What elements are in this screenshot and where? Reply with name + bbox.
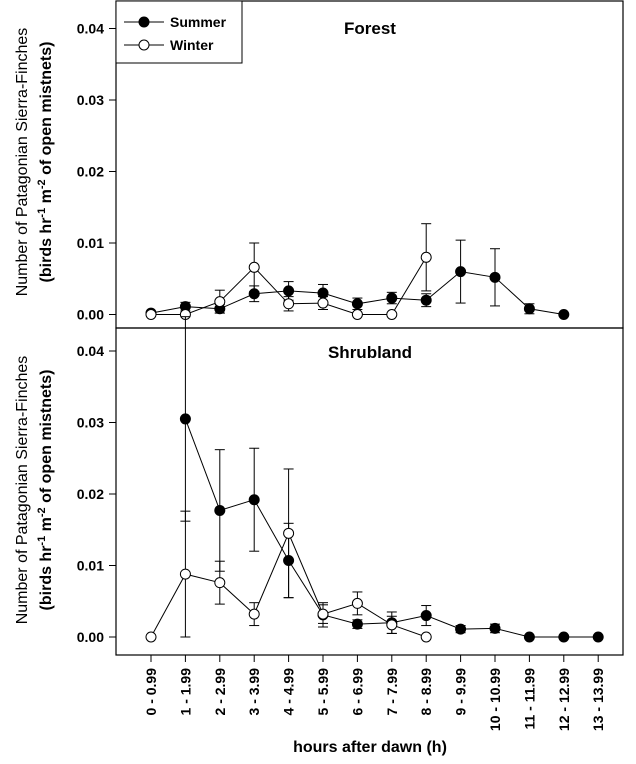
forest-ylabel-sup1: -1 [36, 208, 48, 218]
shrubland-y-tick-label-0: 0.00 [77, 629, 104, 645]
shrubland-y-tick-label-4: 0.04 [77, 343, 104, 359]
shrubland-y-axis-label-line2: (birds hr-1 m-2 of open mistnets) [36, 370, 55, 611]
shrubland-winter-point-7 [386, 619, 398, 631]
shrubland-winter-point-8 [420, 631, 432, 643]
legend-summer-label: Summer [170, 14, 227, 30]
x-tick-label-9: 9 - 9.99 [453, 668, 469, 716]
shrubland-winter-point-1 [179, 568, 191, 580]
legend: Summer Winter [115, 0, 243, 64]
forest-y-tick-label-2: 0.02 [77, 164, 104, 180]
legend-box [115, 0, 243, 64]
shrubland-winter-point-4 [283, 527, 295, 539]
shrubland-winter-point-0 [145, 631, 157, 643]
forest-winter-point-5 [317, 297, 329, 309]
shrubland-summer-point-11 [523, 631, 535, 643]
shrubland-y-tick-label-3: 0.03 [77, 415, 104, 431]
x-tick-label-10: 10 - 10.99 [487, 668, 503, 731]
forest-summer-point-4 [283, 285, 295, 297]
shrubland-plot-marks [145, 316, 604, 643]
forest-summer-point-5 [317, 287, 329, 299]
forest-y-axis-label-line1: Number of Patagonian Sierra-Finches [14, 28, 31, 297]
x-tick-label-8: 8 - 8.99 [418, 668, 434, 716]
shrubland-summer-point-4 [283, 554, 295, 566]
forest-y-axis-ticks: 0.00 0.01 0.02 0.03 0.04 [77, 21, 116, 323]
shrubland-summer-point-6 [351, 618, 363, 630]
shrubland-ylabel-mid: m [38, 517, 55, 536]
forest-summer-point-7 [386, 292, 398, 304]
x-tick-label-11: 11 - 11.99 [521, 668, 537, 730]
shrubland-y-axis-label-line1: Number of Patagonian Sierra-Finches [14, 356, 31, 625]
forest-summer-point-9 [455, 266, 467, 278]
shrubland-ylabel-post: of open mistnets) [38, 370, 55, 508]
forest-winter-point-3 [248, 261, 260, 273]
x-tick-label-12: 12 - 12.99 [556, 668, 572, 731]
forest-winter-point-6 [351, 309, 363, 320]
x-axis-ticks: 0 - 0.99 1 - 1.99 2 - 2.99 3 - 3.99 4 - 4.99… [143, 655, 606, 731]
x-tick-label-5: 5 - 5.99 [315, 668, 331, 716]
forest-summer-point-11 [523, 303, 535, 315]
shrubland-summer-point-1 [179, 413, 191, 425]
forest-y-axis-label-line2: (birds hr-1 m-2 of open mistnets) [36, 42, 55, 283]
shrubland-summer-point-13 [592, 631, 604, 643]
shrubland-panel-title: Shrubland [328, 343, 412, 362]
x-tick-label-7: 7 - 7.99 [384, 668, 400, 716]
forest-summer-point-10 [489, 271, 501, 283]
shrubland-summer-point-2 [214, 504, 226, 516]
forest-y-tick-label-1: 0.01 [77, 235, 104, 251]
shrubland-summer-point-9 [455, 623, 467, 635]
shrubland-winter-point-6 [351, 597, 363, 609]
forest-plot-marks [145, 223, 570, 320]
shrubland-ylabel-sup2: -2 [36, 507, 48, 517]
forest-summer-point-6 [351, 298, 363, 310]
shrubland-panel: 0.00 0.01 0.02 0.03 0.04 Shrubland Number of… [14, 316, 624, 656]
legend-winter-label: Winter [170, 37, 214, 53]
forest-summer-point-3 [248, 288, 260, 300]
forest-y-tick-label-0: 0.00 [77, 307, 104, 323]
legend-winter-marker [138, 39, 150, 51]
x-axis-label: hours after dawn (h) [293, 739, 447, 756]
shrubland-summer-point-12 [558, 631, 570, 643]
x-tick-label-4: 4 - 4.99 [281, 668, 297, 716]
x-tick-label-13: 13 - 13.99 [590, 668, 606, 731]
x-tick-label-6: 6 - 6.99 [349, 668, 365, 716]
legend-summer-marker [138, 16, 150, 28]
forest-y-tick-label-3: 0.03 [77, 92, 104, 108]
shrubland-winter-point-2 [214, 577, 226, 589]
shrubland-winter-point-5 [317, 608, 329, 620]
forest-winter-point-2 [214, 296, 226, 308]
forest-winter-point-7 [386, 309, 398, 320]
shrubland-summer-point-8 [420, 610, 432, 622]
forest-y-tick-label-4: 0.04 [77, 21, 104, 37]
forest-ylabel-pre: (birds hr [38, 218, 55, 283]
shrubland-summer-point-10 [489, 622, 501, 634]
x-tick-label-3: 3 - 3.99 [246, 668, 262, 716]
shrubland-y-axis-ticks: 0.00 0.01 0.02 0.03 0.04 [77, 343, 116, 645]
forest-ylabel-mid: m [38, 189, 55, 208]
forest-summer-point-8 [420, 294, 432, 306]
shrubland-y-tick-label-1: 0.01 [77, 558, 104, 574]
shrubland-ylabel-sup1: -1 [36, 536, 48, 546]
x-tick-label-0: 0 - 0.99 [143, 668, 159, 716]
forest-panel: 0.00 0.01 0.02 0.03 0.04 Forest Summer Winte… [14, 0, 624, 329]
x-tick-label-1: 1 - 1.99 [177, 668, 193, 716]
x-tick-label-2: 2 - 2.99 [212, 668, 228, 716]
forest-panel-title: Forest [344, 19, 396, 38]
shrubland-plot-frame [115, 327, 624, 656]
forest-ylabel-sup2: -2 [36, 179, 48, 189]
forest-winter-point-4 [283, 298, 295, 310]
shrubland-y-tick-label-2: 0.02 [77, 486, 104, 502]
shrubland-winter-point-3 [248, 608, 260, 620]
forest-winter-point-0 [145, 309, 157, 320]
forest-winter-point-8 [420, 251, 432, 263]
shrubland-ylabel-pre: (birds hr [38, 546, 55, 611]
shrubland-summer-point-3 [248, 494, 260, 506]
forest-summer-point-12 [558, 309, 570, 320]
forest-ylabel-post: of open mistnets) [38, 42, 55, 180]
